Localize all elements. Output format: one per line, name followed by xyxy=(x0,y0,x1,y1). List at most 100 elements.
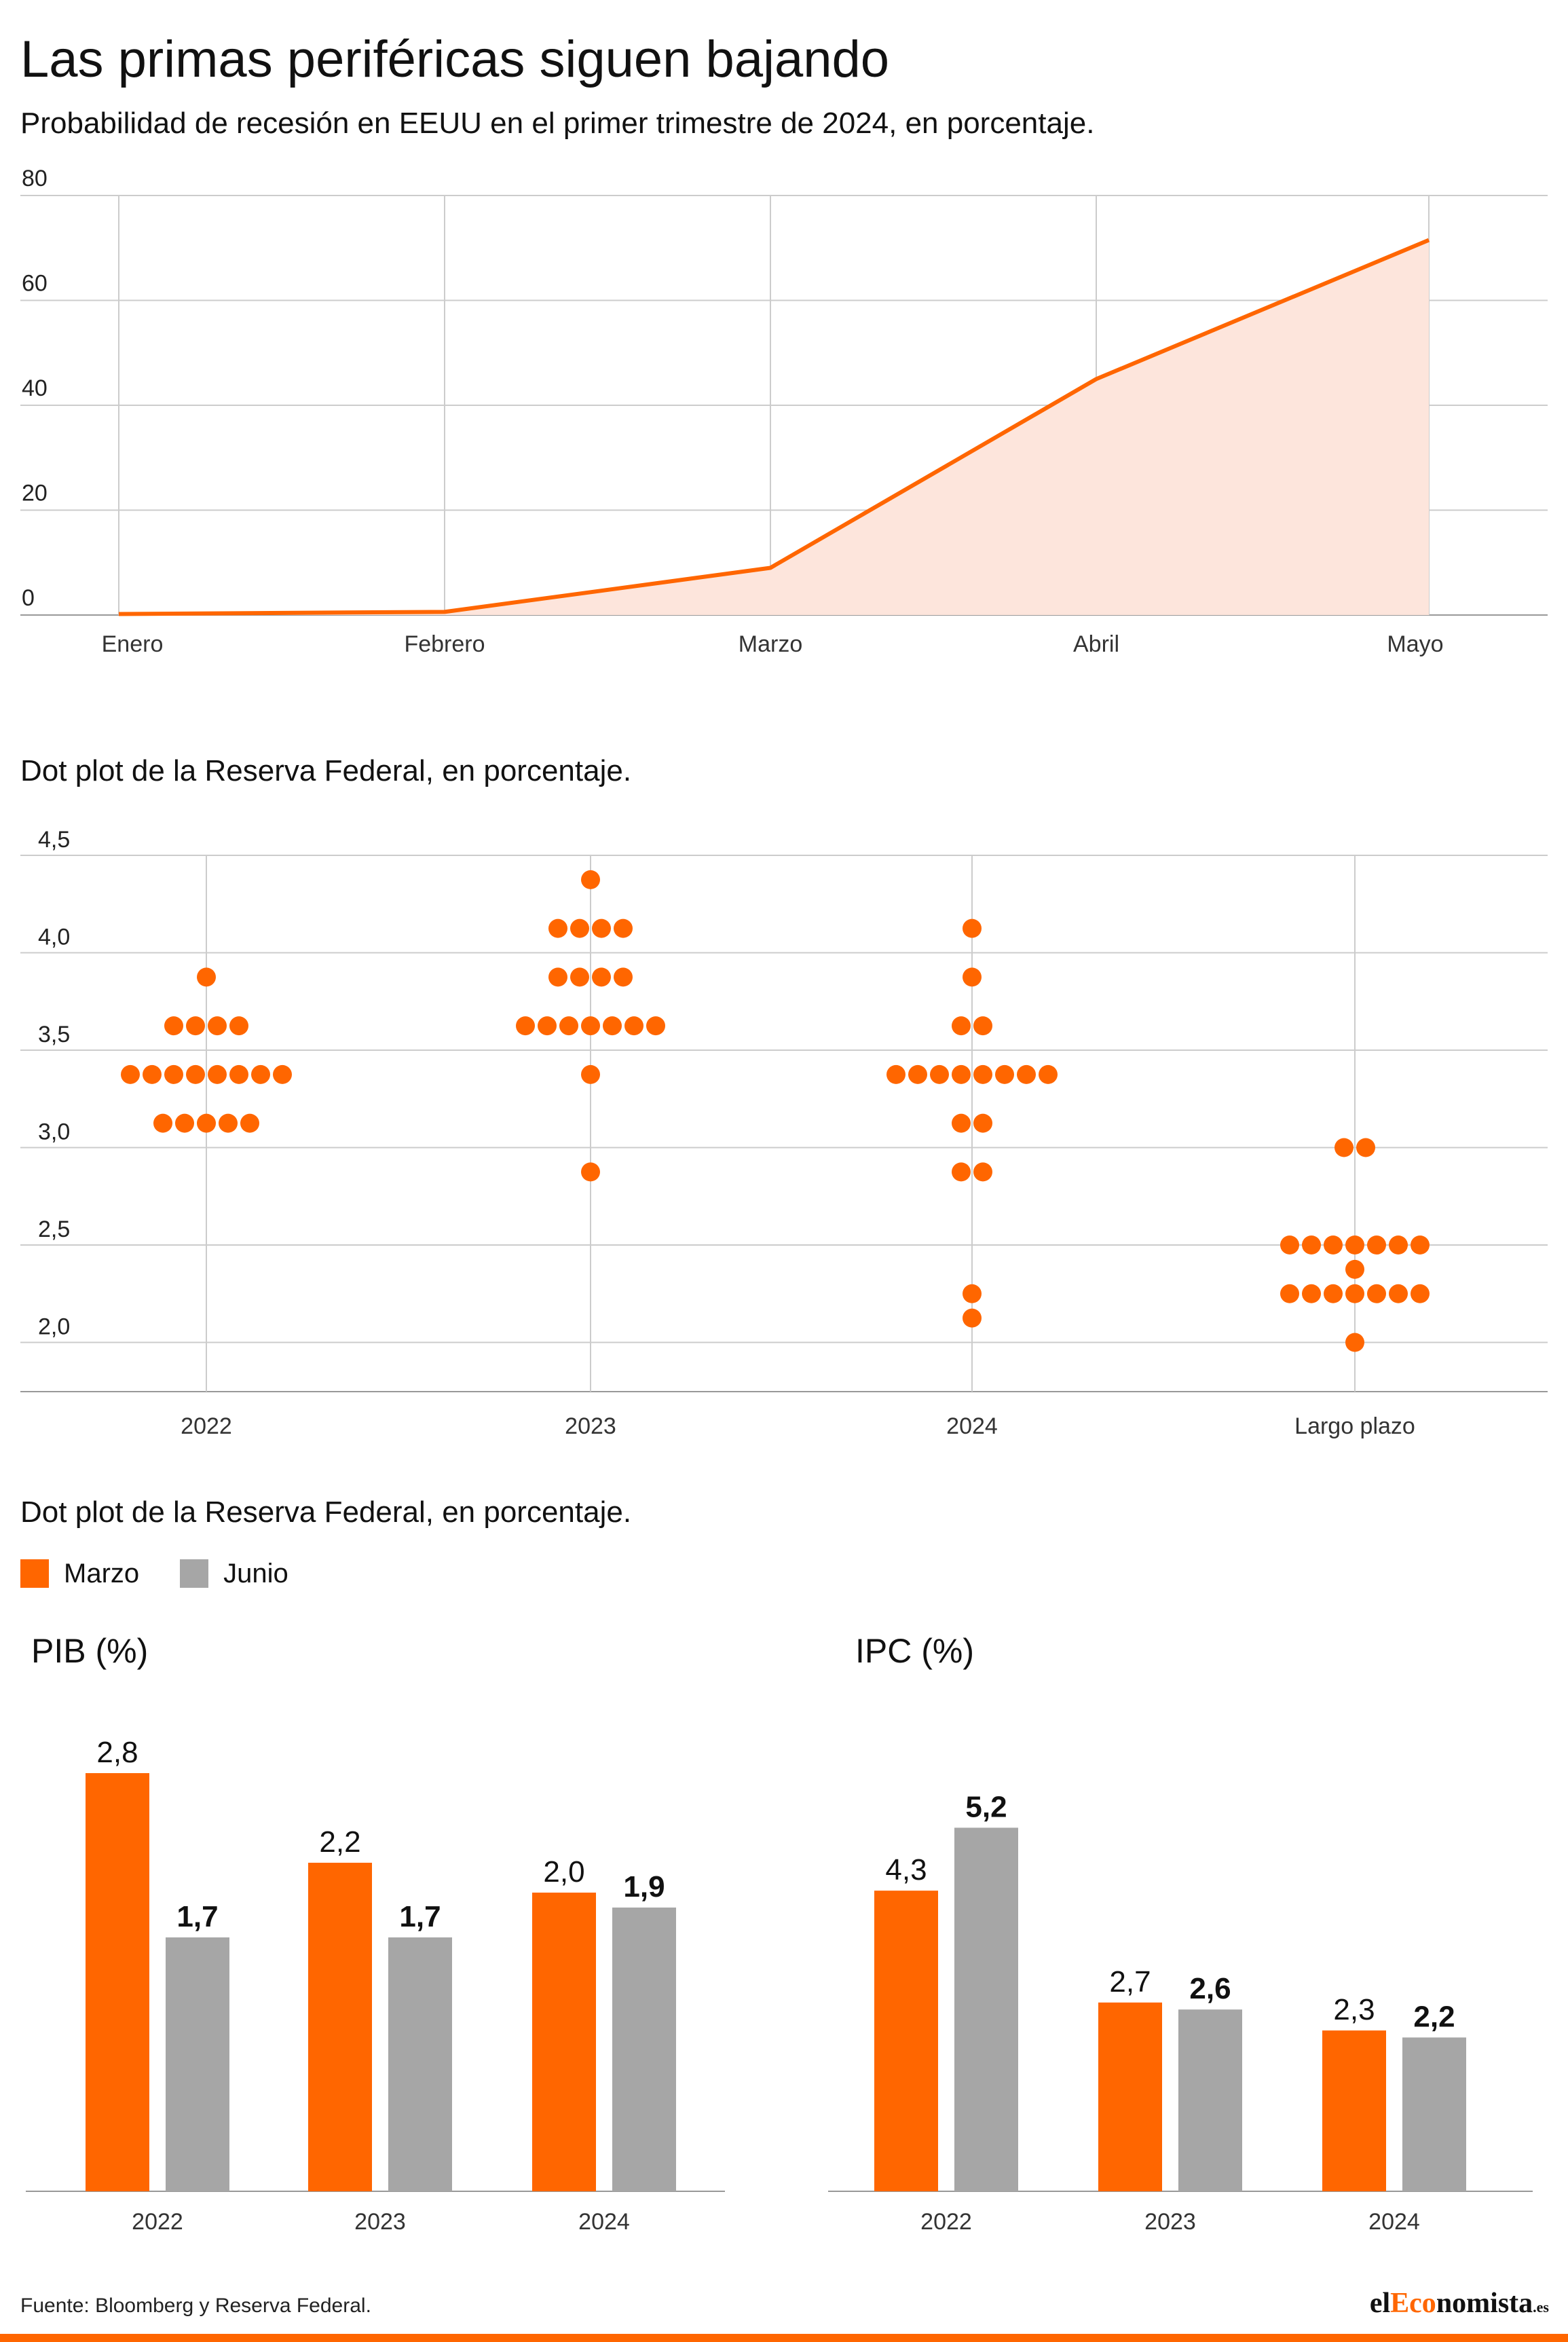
x-tick-label: 2024 xyxy=(946,1413,998,1439)
y-tick-label: 4,5 xyxy=(38,827,70,853)
y-tick-label: 20 xyxy=(22,481,48,506)
x-tick-label: 2022 xyxy=(132,2209,183,2235)
legend-swatch-marzo xyxy=(20,1559,49,1588)
dot xyxy=(516,1016,535,1036)
dot xyxy=(229,1016,248,1036)
x-tick-label: 2024 xyxy=(1368,2209,1420,2235)
data-label: 4,3 xyxy=(885,1853,927,1886)
dot xyxy=(1389,1235,1408,1254)
dot xyxy=(538,1016,557,1036)
dot-plot-subtitle: Dot plot de la Reserva Federal, en porce… xyxy=(20,754,632,787)
y-tick-label: 2,5 xyxy=(38,1216,70,1242)
x-tick-label: 2023 xyxy=(354,2209,406,2235)
pib-title: PIB (%) xyxy=(31,1632,149,1670)
dot xyxy=(197,967,216,987)
logo-prefix: el xyxy=(1369,2288,1391,2319)
data-label: 2,7 xyxy=(1109,1965,1151,1999)
legend-item-junio: Junio xyxy=(180,1559,288,1589)
recession-probability-chart: 80 60 40 20 0 Enero Febrero Marzo Abril Mayo xyxy=(20,166,1548,657)
dot xyxy=(175,1113,194,1133)
dot xyxy=(251,1064,270,1084)
data-label: 2,0 xyxy=(543,1855,584,1889)
dot xyxy=(963,967,982,987)
dot xyxy=(186,1064,205,1084)
bar-junio xyxy=(166,1937,229,2191)
dot xyxy=(603,1016,622,1036)
bar-junio xyxy=(1178,2009,1242,2191)
dot xyxy=(548,967,567,987)
dot xyxy=(1367,1235,1386,1254)
series-line xyxy=(118,238,1430,616)
dot xyxy=(973,1113,992,1133)
data-label: 2,3 xyxy=(1333,1993,1375,2026)
data-label: 2,6 xyxy=(1189,1972,1231,2005)
dot xyxy=(559,1016,578,1036)
dot xyxy=(121,1064,140,1084)
dot xyxy=(208,1064,227,1084)
y-tick-label: 0 xyxy=(22,585,35,611)
bar-marzo xyxy=(1322,2030,1386,2191)
dot xyxy=(1302,1235,1321,1254)
publisher-logo: elEconomista.es xyxy=(1370,2286,1549,2324)
data-label: 1,7 xyxy=(176,1900,218,1933)
dot xyxy=(1280,1235,1299,1254)
dot xyxy=(581,870,600,889)
dot xyxy=(581,1016,600,1036)
legend-label-junio: Junio xyxy=(223,1558,288,1588)
legend-label-marzo: Marzo xyxy=(64,1558,140,1588)
bar-marzo xyxy=(874,1891,938,2191)
dot xyxy=(548,918,567,938)
y-tick-label: 3,5 xyxy=(38,1022,70,1047)
dot xyxy=(963,1308,982,1328)
dot xyxy=(570,967,589,987)
dot xyxy=(1017,1064,1036,1084)
x-tick-label: 2023 xyxy=(565,1413,616,1439)
pib-bar-chart: 2,8 1,7 2022 2,2 1,7 2023 2,0 1,9 2024 xyxy=(26,1736,725,2235)
dot xyxy=(592,918,611,938)
dot xyxy=(1324,1284,1343,1303)
dot xyxy=(1039,1064,1058,1084)
x-tick-label: Abril xyxy=(1073,631,1119,657)
dot xyxy=(164,1016,183,1036)
dot xyxy=(229,1064,248,1084)
data-label: 1,7 xyxy=(399,1900,441,1933)
dot xyxy=(952,1064,971,1084)
dot xyxy=(973,1064,992,1084)
dot xyxy=(995,1064,1014,1084)
bar-marzo xyxy=(308,1863,372,2191)
x-tick-label: Febrero xyxy=(404,631,485,657)
dot xyxy=(614,967,633,987)
dot xyxy=(581,1064,600,1084)
dot xyxy=(886,1064,906,1084)
dot xyxy=(1356,1138,1375,1157)
footer-accent-bar xyxy=(0,2334,1568,2342)
dot xyxy=(952,1016,971,1036)
ipc-bar-chart: 4,3 5,2 2022 2,7 2,6 2023 2,3 2,2 2024 xyxy=(828,1790,1533,2235)
legend-swatch-junio xyxy=(180,1559,209,1588)
y-tick-label: 3,0 xyxy=(38,1119,70,1145)
dot xyxy=(592,967,611,987)
dot xyxy=(624,1016,643,1036)
data-label: 5,2 xyxy=(965,1790,1007,1823)
dot xyxy=(1345,1284,1364,1303)
x-tick-label: Enero xyxy=(102,631,164,657)
dot xyxy=(570,918,589,938)
logo-accent: Eco xyxy=(1390,2288,1436,2319)
dot xyxy=(273,1064,292,1084)
x-tick-label: Largo plazo xyxy=(1294,1413,1415,1439)
data-label: 1,9 xyxy=(623,1870,665,1903)
dot xyxy=(1345,1333,1364,1352)
legend-item-marzo: Marzo xyxy=(20,1559,139,1589)
y-tick-label: 80 xyxy=(22,166,48,191)
dot xyxy=(1345,1259,1364,1279)
fed-dot-plot: 4,5 4,0 3,5 3,0 2,5 2,0 2022 2023 2024 Largo plaz… xyxy=(20,827,1548,1439)
bar-section-subtitle: Dot plot de la Reserva Federal, en porce… xyxy=(20,1495,632,1529)
dot xyxy=(963,1284,982,1303)
logo-tld: .es xyxy=(1533,2299,1549,2316)
dot xyxy=(1324,1235,1343,1254)
y-tick-label: 40 xyxy=(22,375,48,401)
dot xyxy=(1334,1138,1354,1157)
dot xyxy=(581,1162,600,1182)
dot xyxy=(1411,1235,1430,1254)
dot xyxy=(973,1162,992,1182)
